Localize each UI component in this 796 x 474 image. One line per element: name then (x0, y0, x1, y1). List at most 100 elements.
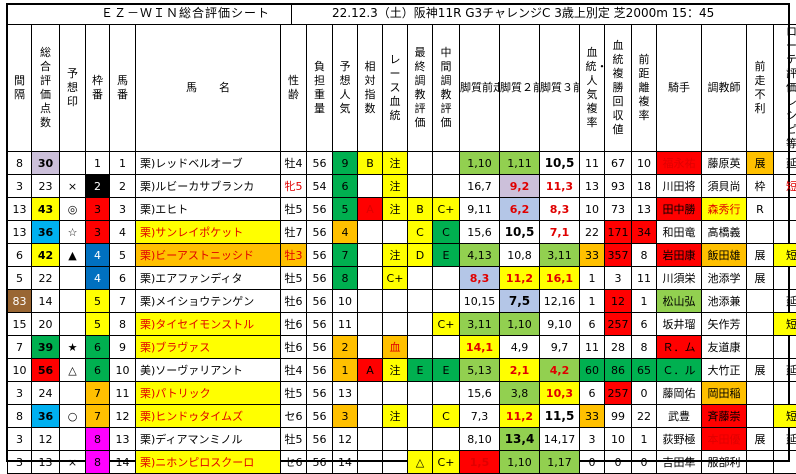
table-cell: 5 (86, 290, 110, 313)
column-header: 負担重量 (307, 25, 333, 152)
table-cell: 8 (333, 267, 358, 290)
table-cell: 川田将 (657, 175, 702, 198)
table-cell: 16,1 (540, 267, 580, 290)
table-cell: 5 (110, 244, 136, 267)
table-cell: C+ (433, 198, 460, 221)
table-cell: 13 (333, 382, 358, 405)
table-cell: 56 (307, 267, 333, 290)
table-cell: 服部利 (702, 451, 747, 474)
table-cell: 11,3 (540, 175, 580, 198)
table-cell: 7 (86, 382, 110, 405)
table-cell: 牡5 (281, 198, 307, 221)
table-cell: 1 (86, 152, 110, 175)
table-cell: 10 (333, 290, 358, 313)
column-header-label: 総合評価点数 (39, 46, 52, 130)
table-cell: 1 (580, 267, 605, 290)
table-cell: 6 (110, 267, 136, 290)
table-cell: 栗)エヒト (136, 198, 281, 221)
table-cell: 2 (333, 336, 358, 359)
table-cell (774, 451, 796, 474)
table-cell: 注 (383, 175, 408, 198)
table-cell: 13 (32, 451, 60, 474)
table-cell: 1,17 (540, 451, 580, 474)
table-cell (408, 313, 433, 336)
table-cell: 牡5 (281, 382, 307, 405)
column-header-label: 前距離複率 (638, 53, 651, 123)
table-cell: 10,8 (500, 244, 540, 267)
table-cell (358, 290, 383, 313)
table-cell (383, 221, 408, 244)
table-cell: C (433, 221, 460, 244)
column-header: 血統複勝回収値 (605, 25, 632, 152)
column-header-label: 脚質２前 (500, 81, 540, 94)
column-header-label: 馬 名 (186, 81, 230, 94)
table-cell: 36 (32, 221, 60, 244)
table-cell: 60 (580, 359, 605, 382)
table-cell: 54 (307, 175, 333, 198)
table-cell (60, 382, 86, 405)
table-cell: 10 (632, 152, 657, 175)
table-cell: 13 (632, 198, 657, 221)
table-cell (60, 152, 86, 175)
table-cell: 延 (774, 359, 796, 382)
table-cell: 展 (747, 428, 774, 451)
table-cell: 9,11 (460, 198, 500, 221)
table-cell: 7,5 (500, 290, 540, 313)
column-header: 前走不利 (747, 25, 774, 152)
table-cell (60, 267, 86, 290)
table-cell: 6 (8, 244, 32, 267)
column-header: 予想人気 (333, 25, 358, 152)
table-cell: 11,2 (500, 405, 540, 428)
table-cell: 11,5 (540, 405, 580, 428)
column-header: 脚質前走 (460, 25, 500, 152)
table-cell: 注 (383, 198, 408, 221)
table-cell: 5 (86, 313, 110, 336)
table-cell: 15,6 (460, 382, 500, 405)
column-header: 脚質２前 (500, 25, 540, 152)
table-cell: 93 (605, 175, 632, 198)
table-cell: 43 (32, 198, 60, 221)
table-cell: 10,5 (540, 152, 580, 175)
column-header: 中間調教評価 (433, 25, 460, 152)
table-cell: 0 (605, 451, 632, 474)
table-cell (747, 336, 774, 359)
table-cell: 池添兼 (702, 290, 747, 313)
table-cell: C (433, 405, 460, 428)
table-cell: 牡4 (281, 359, 307, 382)
table-cell: 10 (580, 198, 605, 221)
column-header: 調教師 (702, 25, 747, 152)
table-cell: 3 (8, 382, 32, 405)
table-cell: 56 (307, 359, 333, 382)
table-cell: ▲ (60, 244, 86, 267)
table-cell: 10 (8, 359, 32, 382)
table-cell: 13 (110, 428, 136, 451)
table-cell (60, 290, 86, 313)
sheet-title: ＥＺ－ＷＩＮ総合評価シート (80, 3, 292, 24)
table-cell: 栗)ディアマンミノル (136, 428, 281, 451)
table-cell: 11 (632, 267, 657, 290)
table-cell: 藤原英 (702, 152, 747, 175)
table-cell: 2 (110, 175, 136, 198)
table-cell: 3 (580, 428, 605, 451)
column-header-label: 最終調教評価 (414, 46, 427, 130)
table-cell: 栗)ビーアストニッシド (136, 244, 281, 267)
table-cell: 栗)メイショウテンゲン (136, 290, 281, 313)
table-cell: 森秀行 (702, 198, 747, 221)
table-cell: 8 (632, 244, 657, 267)
table-cell (774, 382, 796, 405)
table-cell: 展 (747, 152, 774, 175)
table-cell: C (408, 221, 433, 244)
table-cell (433, 336, 460, 359)
table-cell: 6 (580, 382, 605, 405)
table-cell: 1 (110, 152, 136, 175)
table-cell: × (60, 451, 86, 474)
table-cell (408, 290, 433, 313)
column-header-label: 性齢 (287, 74, 300, 102)
table-cell: △ (60, 359, 86, 382)
table-cell (408, 152, 433, 175)
table-cell: 56 (32, 359, 60, 382)
